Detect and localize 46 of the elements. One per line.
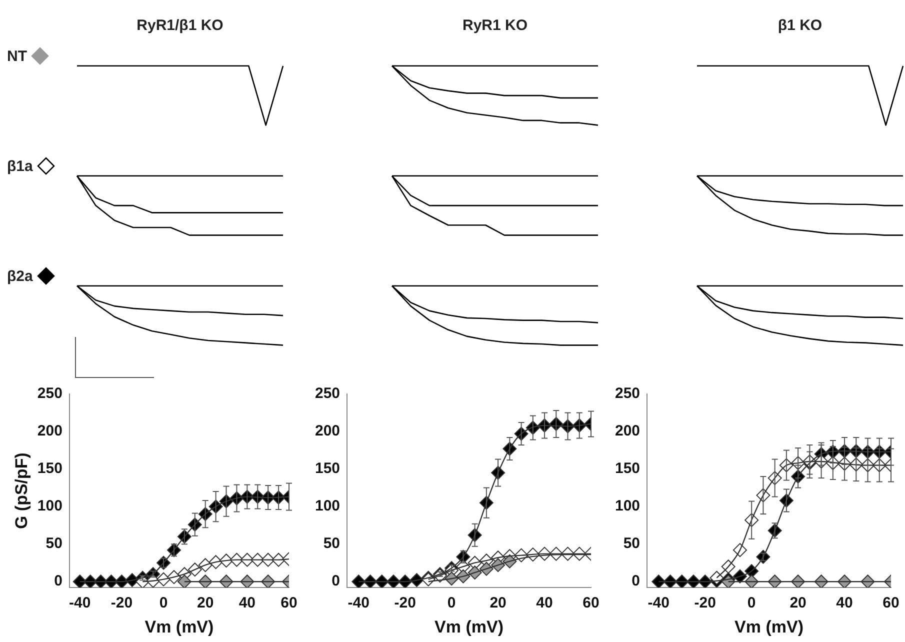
x-tick-label: -40 [648, 594, 670, 612]
y-axis-title: G (pS/pF) [12, 452, 31, 530]
chart-title: β1 KO [776, 17, 824, 34]
y-tick-label: 50 [623, 535, 640, 552]
y-tick-label: 150 [37, 460, 62, 478]
y-tick-label: 100 [314, 498, 340, 515]
y-tick-label: 250 [37, 385, 62, 402]
y-tick-label: 200 [37, 422, 62, 440]
y-tick-label: 250 [614, 385, 640, 402]
x-tick-label: 0 [159, 594, 168, 612]
x-tick-label: -40 [69, 594, 91, 612]
y-tick-label: 150 [314, 460, 340, 478]
x-tick-label: -20 [394, 594, 416, 612]
x-tick-label: 40 [536, 594, 553, 612]
x-tick-label: -40 [348, 594, 370, 612]
chart-title: RyR1/β1 KO [136, 17, 224, 34]
y-tick-label: 50 [46, 535, 62, 552]
x-tick-label: -20 [110, 594, 133, 612]
x-tick-label: 40 [836, 594, 853, 612]
x-axis-title: Vm (mV) [144, 617, 214, 636]
y-tick-label: 0 [332, 572, 340, 590]
y-tick-label: 100 [614, 498, 640, 515]
x-tick-label: 20 [197, 594, 214, 612]
y-tick-label: 100 [37, 498, 62, 515]
x-tick-label: 40 [238, 594, 256, 612]
y-axis-title: NT [7, 48, 27, 64]
y-tick-label: 200 [614, 422, 640, 440]
x-tick-label: 60 [280, 594, 298, 612]
y-tick-label: 0 [54, 572, 62, 590]
x-tick-label: 0 [447, 594, 456, 612]
y-tick-label: 50 [323, 535, 340, 552]
x-tick-label: 20 [790, 594, 806, 612]
y-tick-label: 200 [314, 422, 340, 440]
y-axis-title: β2a [7, 268, 33, 284]
y-tick-label: 250 [314, 385, 340, 402]
chart-title: RyR1 KO [461, 17, 529, 34]
x-tick-label: 20 [490, 594, 506, 612]
y-tick-label: 0 [632, 572, 640, 590]
x-tick-label: 60 [882, 594, 900, 612]
x-tick-label: 60 [582, 594, 600, 612]
x-axis-title: Vm (mV) [434, 617, 504, 636]
y-tick-label: 150 [614, 460, 640, 478]
x-axis-title: Vm (mV) [734, 617, 804, 636]
x-tick-label: -20 [694, 594, 716, 612]
x-tick-label: 0 [747, 594, 756, 612]
y-axis-title: β1a [7, 158, 33, 174]
